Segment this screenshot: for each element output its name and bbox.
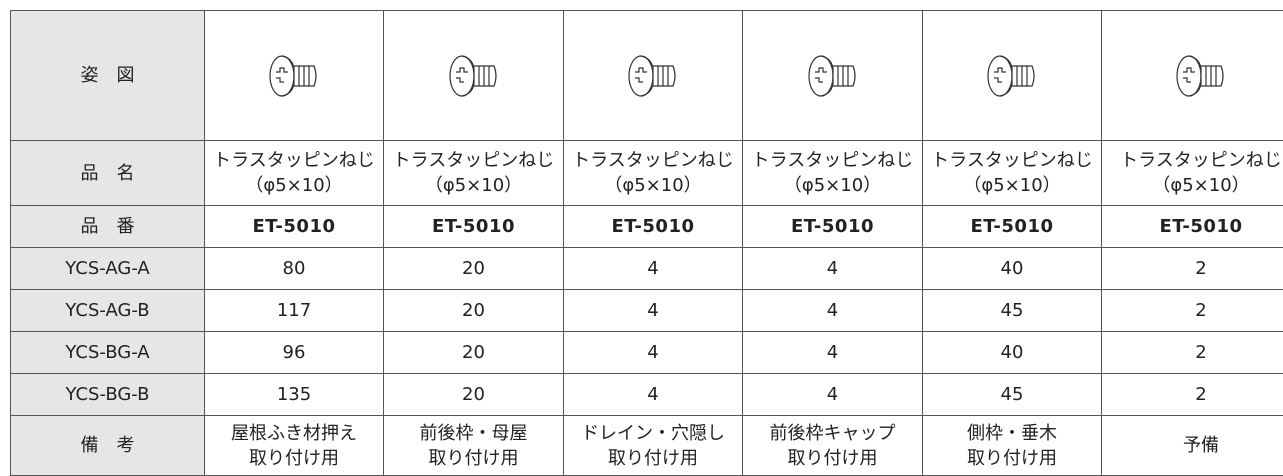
screw-icon	[442, 48, 506, 104]
cell: ET-5010	[205, 206, 384, 248]
cell: 2	[1102, 332, 1283, 374]
cell: 4	[564, 248, 743, 290]
cell: 40	[923, 332, 1102, 374]
parts-table: 姿 図 品 名トラスタッピンねじ（φ5×10）トラスタッピンねじ（φ5×10）ト…	[10, 10, 1283, 476]
cell-line: 取り付け用	[564, 446, 742, 471]
cell: 2	[1102, 374, 1283, 416]
cell: 4	[564, 374, 743, 416]
cell-line: （φ5×10）	[384, 173, 563, 198]
row-label: 姿 図	[11, 11, 205, 141]
cell: 45	[923, 374, 1102, 416]
cell: 4	[743, 248, 923, 290]
cell-line: 前後枠キャップ	[743, 421, 922, 446]
cell: 4	[743, 290, 923, 332]
figure-cell	[564, 11, 743, 141]
figure-cell	[205, 11, 384, 141]
cell-line: トラスタッピンねじ	[743, 148, 922, 173]
cell: 20	[384, 374, 564, 416]
screw-icon	[1169, 48, 1233, 104]
cell: 2	[1102, 290, 1283, 332]
table-row: 品 名トラスタッピンねじ（φ5×10）トラスタッピンねじ（φ5×10）トラスタッ…	[11, 141, 1283, 206]
row-label: YCS-AG-B	[11, 290, 205, 332]
cell: 4	[564, 332, 743, 374]
screw-icon	[262, 48, 326, 104]
cell: ドレイン・穴隠し取り付け用	[564, 416, 743, 476]
figure-cell	[384, 11, 564, 141]
row-label: 備 考	[11, 416, 205, 476]
cell-line: 側枠・垂木	[923, 421, 1101, 446]
row-label: 品 名	[11, 141, 205, 206]
cell: ET-5010	[923, 206, 1102, 248]
cell: 20	[384, 290, 564, 332]
cell: 20	[384, 332, 564, 374]
cell: トラスタッピンねじ（φ5×10）	[564, 141, 743, 206]
table-row: 備 考屋根ふき材押え取り付け用前後枠・母屋取り付け用ドレイン・穴隠し取り付け用前…	[11, 416, 1283, 476]
row-label: YCS-BG-B	[11, 374, 205, 416]
cell: 80	[205, 248, 384, 290]
cell: 2	[1102, 248, 1283, 290]
cell-line: （φ5×10）	[205, 173, 383, 198]
cell-line: 予備	[1102, 433, 1283, 458]
screw-icon	[980, 48, 1044, 104]
row-label: YCS-BG-A	[11, 332, 205, 374]
figure-cell	[923, 11, 1102, 141]
cell-line: （φ5×10）	[564, 173, 742, 198]
cell-line: 取り付け用	[205, 446, 383, 471]
cell: トラスタッピンねじ（φ5×10）	[1102, 141, 1283, 206]
cell: 4	[743, 332, 923, 374]
cell: ET-5010	[384, 206, 564, 248]
cell-line: ドレイン・穴隠し	[564, 421, 742, 446]
cell: 4	[743, 374, 923, 416]
cell: トラスタッピンねじ（φ5×10）	[384, 141, 564, 206]
cell-line: トラスタッピンねじ	[923, 148, 1101, 173]
cell: 前後枠キャップ取り付け用	[743, 416, 923, 476]
row-label: YCS-AG-A	[11, 248, 205, 290]
cell-line: 前後枠・母屋	[384, 421, 563, 446]
cell: 前後枠・母屋取り付け用	[384, 416, 564, 476]
cell: ET-5010	[743, 206, 923, 248]
cell: 45	[923, 290, 1102, 332]
cell: ET-5010	[564, 206, 743, 248]
cell: トラスタッピンねじ（φ5×10）	[923, 141, 1102, 206]
cell: 予備	[1102, 416, 1283, 476]
cell-line: 取り付け用	[384, 446, 563, 471]
cell: 40	[923, 248, 1102, 290]
figure-cell	[743, 11, 923, 141]
cell: 屋根ふき材押え取り付け用	[205, 416, 384, 476]
cell-line: トラスタッピンねじ	[205, 148, 383, 173]
cell-line: トラスタッピンねじ	[384, 148, 563, 173]
cell-line: （φ5×10）	[923, 173, 1101, 198]
row-label: 品 番	[11, 206, 205, 248]
cell-line: （φ5×10）	[743, 173, 922, 198]
cell: トラスタッピンねじ（φ5×10）	[743, 141, 923, 206]
cell-line: トラスタッピンねじ	[1102, 148, 1283, 173]
cell: 135	[205, 374, 384, 416]
cell: トラスタッピンねじ（φ5×10）	[205, 141, 384, 206]
screw-icon	[621, 48, 685, 104]
cell: 4	[564, 290, 743, 332]
cell: 20	[384, 248, 564, 290]
figure-cell	[1102, 11, 1283, 141]
cell: ET-5010	[1102, 206, 1283, 248]
cell-line: （φ5×10）	[1102, 173, 1283, 198]
cell: 96	[205, 332, 384, 374]
figure-row: 姿 図	[11, 11, 1283, 141]
cell-line: 取り付け用	[923, 446, 1101, 471]
cell: 側枠・垂木取り付け用	[923, 416, 1102, 476]
cell-line: 取り付け用	[743, 446, 922, 471]
screw-icon	[801, 48, 865, 104]
cell-line: トラスタッピンねじ	[564, 148, 742, 173]
cell-line: 屋根ふき材押え	[205, 421, 383, 446]
cell: 117	[205, 290, 384, 332]
